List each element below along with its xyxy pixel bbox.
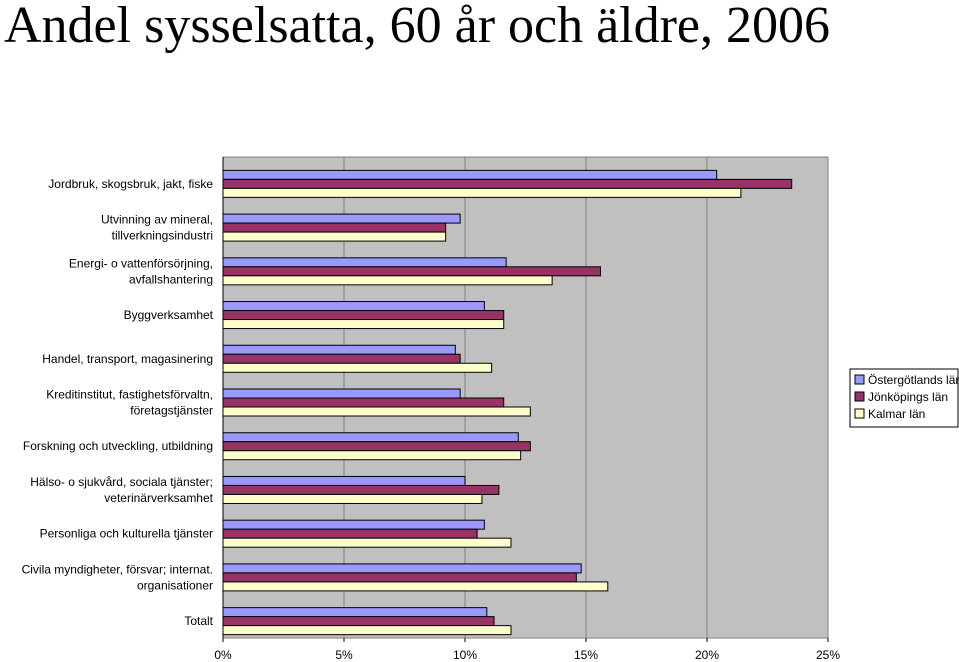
bar <box>222 301 485 312</box>
bar <box>222 406 531 417</box>
bar <box>222 519 485 530</box>
category-labels: Jordbruk, skogsbruk, jakt, fiske Utvinnin… <box>22 177 214 628</box>
x-tick-label: 25% <box>816 648 840 662</box>
category-label: Byggverksamhet <box>124 308 214 322</box>
bars <box>222 169 793 636</box>
category-label: organisationer <box>137 578 213 592</box>
category-label: Utvinning av mineral, <box>101 213 213 227</box>
legend-swatch <box>854 408 865 419</box>
bar <box>222 344 456 355</box>
bar <box>222 222 447 233</box>
x-tick-label: 10% <box>453 648 477 662</box>
bar <box>222 266 602 277</box>
category-label: Kreditinstitut, fastighetsförvaltn, <box>46 388 213 402</box>
x-axis-ticks: 0% 5% 10% 15% 20% 25% <box>214 157 840 662</box>
category-label: Energi- o vattenförsörjning, <box>69 256 213 270</box>
bar <box>222 187 742 198</box>
bar <box>222 432 519 443</box>
bar <box>222 607 488 618</box>
legend-swatch <box>854 374 865 385</box>
bar <box>222 484 500 495</box>
category-label: företagstjänster <box>130 404 213 418</box>
bar <box>222 310 505 321</box>
bar <box>222 362 493 373</box>
category-label: Hälso- o sjukvård, sociala tjänster; <box>30 475 213 489</box>
x-tick-label: 20% <box>695 648 719 662</box>
bar <box>222 319 505 330</box>
bar <box>222 275 553 286</box>
bar <box>222 178 793 189</box>
bar <box>222 572 577 583</box>
category-label: Personliga och kulturella tjänster <box>40 527 213 541</box>
chart-title: Andel sysselsatta, 60 år och äldre, 2006 <box>4 0 831 54</box>
x-tick-label: 15% <box>574 648 598 662</box>
legend-label: Kalmar län <box>868 407 925 421</box>
category-label: Forskning och utveckling, utbildning <box>23 439 213 453</box>
legend[interactable]: Östergötlands län Jönköpings län Kalmar lä… <box>849 368 959 428</box>
bar <box>222 625 512 636</box>
category-label: veterinärverksamhet <box>104 491 213 505</box>
category-label: avfallshantering <box>129 272 213 286</box>
x-tick-label: 0% <box>214 648 232 662</box>
category-label: tillverkningsindustri <box>112 229 213 243</box>
bar <box>222 441 531 452</box>
bar <box>222 213 461 224</box>
legend-label: Jönköpings län <box>868 390 948 404</box>
bar <box>222 581 609 592</box>
bar <box>222 257 507 268</box>
bar <box>222 169 718 180</box>
category-label: Totalt <box>184 614 213 628</box>
category-label: Jordbruk, skogsbruk, jakt, fiske <box>48 177 213 191</box>
category-label: Handel, transport, magasinering <box>42 352 213 366</box>
bar <box>222 231 447 242</box>
bar <box>222 616 495 627</box>
bar <box>222 537 512 548</box>
bar <box>222 563 582 574</box>
bar <box>222 475 466 486</box>
legend-swatch <box>854 391 865 402</box>
bar <box>222 528 478 539</box>
bar <box>222 388 461 399</box>
legend-box <box>849 368 959 428</box>
x-tick-label: 5% <box>335 648 353 662</box>
bar <box>222 450 522 461</box>
legend-label: Östergötlands län <box>868 373 959 387</box>
category-label: Civila myndigheter, försvar; internat. <box>22 562 213 576</box>
bar <box>222 397 505 408</box>
bar <box>222 353 461 364</box>
bar <box>222 493 483 504</box>
